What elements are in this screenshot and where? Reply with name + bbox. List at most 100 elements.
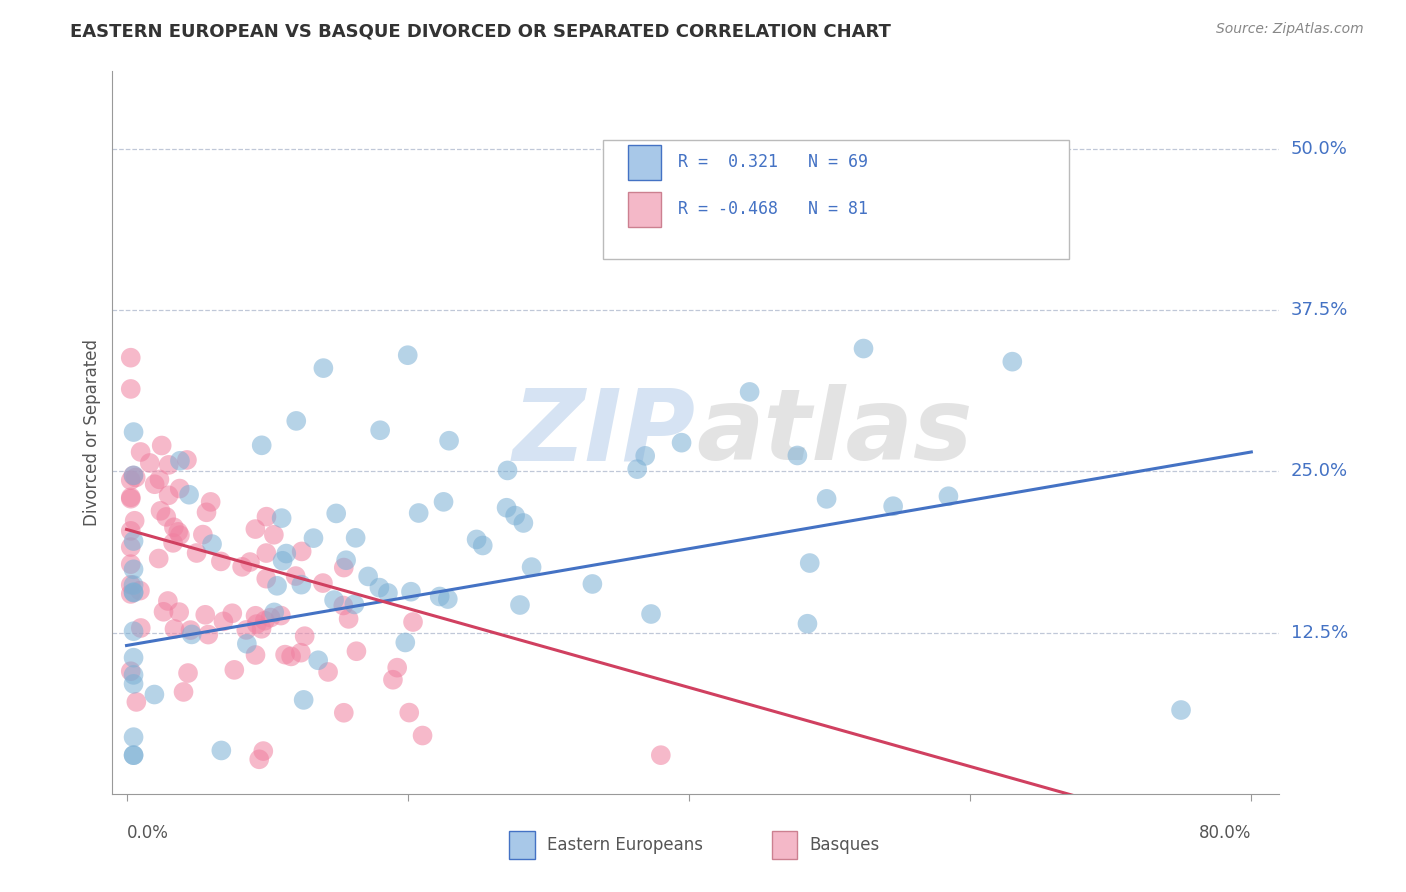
- Point: [129, 445, 152, 459]
- Point: [263, 606, 285, 620]
- Point: [191, 527, 214, 541]
- Point: [169, 482, 191, 496]
- Point: [280, 649, 302, 664]
- Text: EASTERN EUROPEAN VS BASQUE DIVORCED OR SEPARATED CORRELATION CHART: EASTERN EUROPEAN VS BASQUE DIVORCED OR S…: [70, 22, 891, 40]
- Point: [167, 524, 190, 539]
- Point: [368, 581, 391, 595]
- Point: [437, 434, 460, 448]
- Point: [122, 578, 145, 592]
- Point: [344, 531, 367, 545]
- Point: [396, 348, 419, 362]
- Point: [786, 449, 808, 463]
- Point: [429, 590, 451, 604]
- Point: [671, 435, 693, 450]
- Point: [337, 612, 360, 626]
- Point: [200, 495, 222, 509]
- Point: [357, 569, 380, 583]
- Point: [149, 504, 172, 518]
- Point: [1170, 703, 1192, 717]
- Point: [125, 695, 148, 709]
- Text: 80.0%: 80.0%: [1199, 824, 1251, 842]
- Point: [325, 507, 347, 521]
- Point: [120, 665, 142, 679]
- Text: Basques: Basques: [810, 836, 879, 855]
- Point: [122, 468, 145, 483]
- Point: [253, 614, 276, 628]
- Point: [129, 583, 152, 598]
- Point: [247, 752, 270, 766]
- Point: [471, 539, 494, 553]
- Point: [209, 554, 232, 568]
- Point: [284, 569, 307, 583]
- Point: [270, 511, 292, 525]
- Point: [377, 586, 399, 600]
- Text: 0.0%: 0.0%: [127, 824, 169, 842]
- Point: [852, 342, 875, 356]
- Point: [163, 520, 186, 534]
- Point: [270, 608, 292, 623]
- Point: [509, 598, 531, 612]
- Point: [285, 414, 308, 428]
- Point: [139, 456, 162, 470]
- Point: [290, 646, 312, 660]
- Point: [120, 578, 142, 592]
- Text: atlas: atlas: [696, 384, 973, 481]
- Point: [276, 547, 298, 561]
- Point: [120, 473, 142, 487]
- Point: [381, 673, 404, 687]
- Point: [122, 585, 145, 599]
- Point: [252, 744, 274, 758]
- Text: 12.5%: 12.5%: [1291, 624, 1348, 641]
- Point: [176, 453, 198, 467]
- Point: [333, 706, 356, 720]
- Point: [120, 382, 142, 396]
- Point: [120, 491, 142, 506]
- Point: [221, 607, 243, 621]
- Point: [335, 553, 357, 567]
- Point: [129, 621, 152, 635]
- Point: [177, 488, 200, 502]
- Point: [167, 605, 190, 619]
- Point: [292, 693, 315, 707]
- Text: Eastern Europeans: Eastern Europeans: [547, 836, 703, 855]
- Point: [143, 477, 166, 491]
- Point: [231, 559, 253, 574]
- Point: [245, 608, 267, 623]
- Point: [120, 587, 142, 601]
- Bar: [628, 145, 661, 180]
- Point: [122, 534, 145, 549]
- Point: [143, 688, 166, 702]
- Point: [436, 592, 458, 607]
- Point: [882, 499, 904, 513]
- Point: [120, 490, 142, 504]
- Point: [122, 624, 145, 639]
- Point: [465, 533, 488, 547]
- Point: [399, 584, 422, 599]
- Point: [122, 677, 145, 691]
- Point: [332, 599, 354, 613]
- Y-axis label: Divorced or Separated: Divorced or Separated: [83, 339, 101, 526]
- Point: [224, 663, 246, 677]
- Point: [312, 361, 335, 376]
- Point: [152, 605, 174, 619]
- Text: 37.5%: 37.5%: [1291, 301, 1348, 319]
- Point: [412, 729, 434, 743]
- Point: [120, 524, 142, 538]
- Bar: [772, 831, 797, 859]
- Text: R = -0.468   N = 81: R = -0.468 N = 81: [679, 200, 869, 218]
- Point: [122, 730, 145, 744]
- Point: [122, 562, 145, 576]
- Point: [408, 506, 430, 520]
- Point: [650, 748, 672, 763]
- Point: [495, 500, 517, 515]
- Point: [776, 219, 799, 234]
- Point: [256, 509, 278, 524]
- Point: [263, 528, 285, 542]
- Point: [259, 610, 281, 624]
- Point: [120, 540, 142, 554]
- Point: [402, 615, 425, 629]
- Point: [180, 627, 202, 641]
- Point: [634, 449, 657, 463]
- Point: [201, 537, 224, 551]
- Point: [235, 623, 257, 637]
